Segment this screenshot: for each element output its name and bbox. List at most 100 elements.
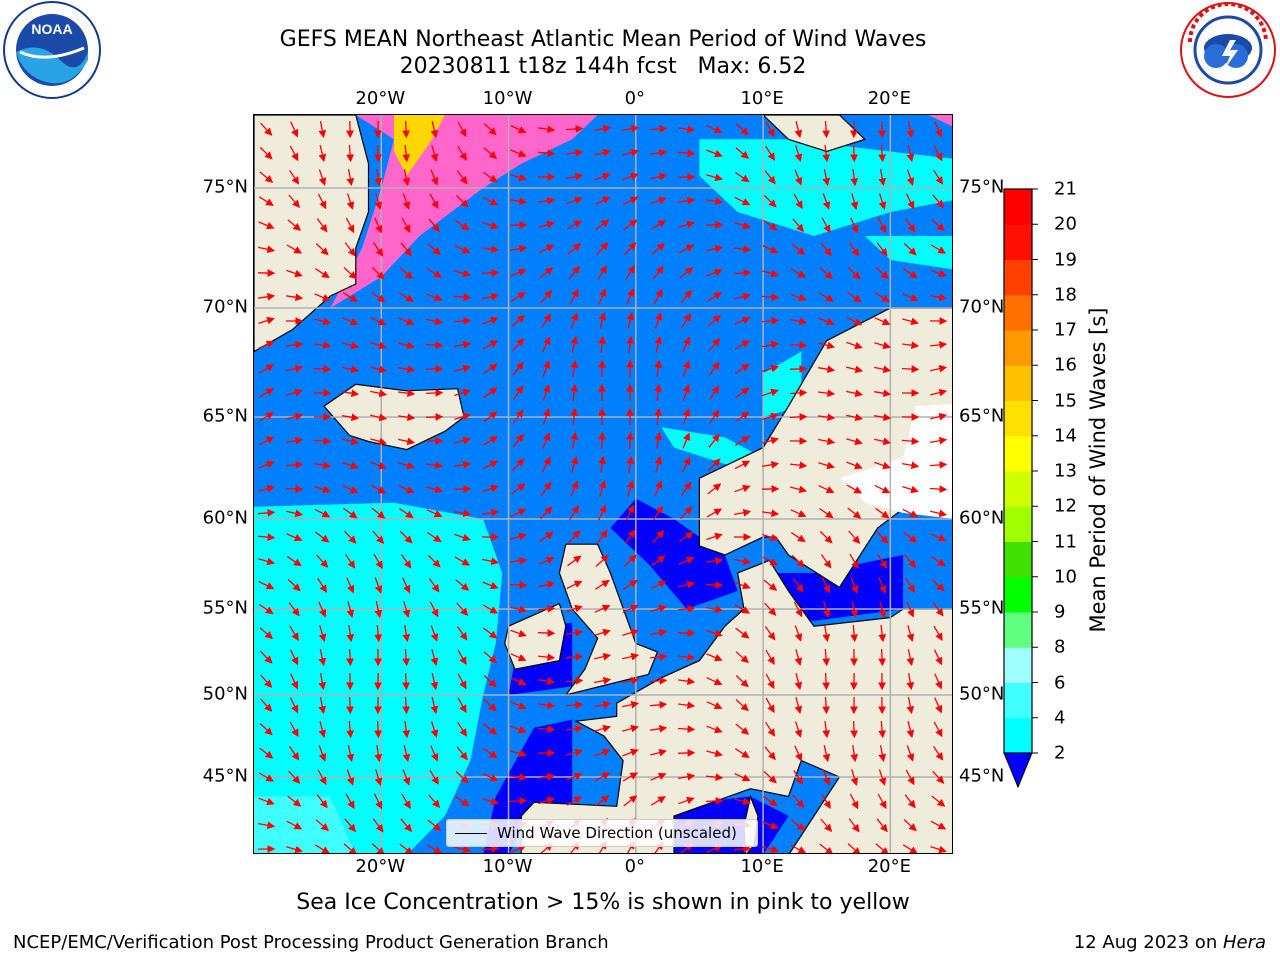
wave-direction-arrow [259,171,274,183]
wave-direction-arrow [510,173,527,182]
wave-direction-arrow [874,484,891,494]
wave-direction-arrow [289,649,299,666]
wave-direction-arrow [346,193,355,210]
wave-direction-arrow [706,292,722,302]
wave-direction-arrow [822,169,831,187]
wave-direction-arrow [314,293,331,302]
wave-direction-arrow [568,530,581,544]
map-panel[interactable]: Wind Wave Direction (unscaled) [253,114,953,854]
footer-date-text: 12 Aug 2023 on [1073,932,1223,953]
wave-direction-arrow [791,819,806,831]
wave-direction-arrow [402,696,410,715]
wave-direction-arrow [735,123,749,136]
wave-direction-arrow [594,748,611,757]
wave-direction-arrow [625,265,636,281]
wave-direction-arrow [456,626,468,641]
wave-direction-arrow [874,317,891,326]
wave-direction-arrow [258,797,275,806]
wave-direction-arrow [456,746,468,761]
wave-direction-arrow [906,745,915,762]
wave-direction-arrow [430,145,439,162]
wave-direction-arrow [510,125,527,134]
wave-direction-arrow [821,217,831,234]
wave-direction-arrow [538,556,555,565]
wave-direction-arrow [315,243,329,256]
wave-direction-arrow [650,748,667,757]
wave-direction-arrow [428,218,440,233]
wave-direction-arrow [287,579,301,592]
land-greenland [254,115,370,353]
wave-direction-arrow [482,557,500,566]
wave-direction-arrow [454,412,471,421]
wave-direction-arrow [455,795,470,807]
wave-direction-arrow [595,554,609,567]
footer-credit: NCEP/EMC/Verification Post Processing Pr… [13,932,609,953]
wave-direction-arrow [818,389,836,398]
wave-direction-arrow [934,121,943,138]
wave-direction-arrow [286,412,304,421]
wave-direction-arrow [455,194,469,208]
wave-direction-arrow [482,196,499,206]
wave-direction-arrow [399,507,414,519]
wave-direction-arrow [374,577,383,594]
wave-direction-arrow [903,531,918,543]
wave-direction-arrow [315,819,329,832]
wave-direction-arrow [598,480,607,497]
wave-direction-arrow [793,601,803,618]
colorbar-tick-label: 6 [1054,672,1066,693]
wave-direction-arrow [622,748,639,757]
wave-direction-arrow [285,436,304,445]
wave-direction-arrow [792,794,805,808]
wave-direction-arrow [762,269,779,278]
wave-direction-arrow [906,721,915,739]
wave-direction-arrow [429,601,439,618]
wave-direction-arrow [374,169,383,187]
wave-direction-arrow [818,461,835,470]
wave-direction-arrow [400,818,413,833]
wave-direction-arrow [733,508,752,517]
wave-direction-arrow [930,269,947,278]
wave-direction-arrow [313,437,332,445]
wave-direction-arrow [876,242,888,257]
wave-direction-arrow [454,436,472,445]
wave-direction-arrow [929,436,948,445]
wave-direction-arrow [789,389,808,397]
wave-direction-arrow [258,316,275,325]
wave-direction-arrow [258,340,275,349]
wave-direction-arrow [847,266,861,280]
colorbar-segment [1004,294,1032,331]
wave-direction-arrow [734,604,751,614]
lat-tick-left: 75°N [202,176,248,198]
wave-direction-arrow [765,145,775,161]
wave-direction-arrow [593,676,612,685]
wave-direction-arrow [680,481,692,496]
wave-direction-arrow [905,577,915,593]
wave-direction-arrow [906,601,915,618]
wave-direction-arrow [905,193,915,210]
wave-direction-arrow [538,220,555,229]
noaa-logo: NOAA [3,1,101,99]
wave-direction-arrow [314,508,331,518]
wave-direction-arrow [426,485,443,494]
wave-direction-arrow [653,288,663,305]
wave-direction-arrow [873,413,892,422]
wave-direction-arrow [626,431,634,450]
wave-direction-arrow [929,293,948,302]
wave-direction-arrow [258,557,275,566]
wave-direction-arrow [677,604,696,613]
wave-direction-arrow [822,672,830,691]
wave-direction-arrow [510,149,527,158]
wave-direction-arrow [286,533,303,542]
wave-direction-arrow [654,456,663,473]
wave-direction-arrow [762,245,779,254]
wave-direction-arrow [318,672,327,691]
wave-direction-arrow [565,700,584,709]
wave-direction-arrow [569,505,580,521]
wave-direction-arrow [512,338,525,352]
wave-direction-arrow [258,292,276,301]
wave-direction-arrow [286,244,303,254]
wave-direction-arrow [315,531,330,543]
wave-direction-arrow [596,242,609,256]
wave-direction-arrow [570,407,579,425]
wave-direction-arrow [850,577,859,594]
